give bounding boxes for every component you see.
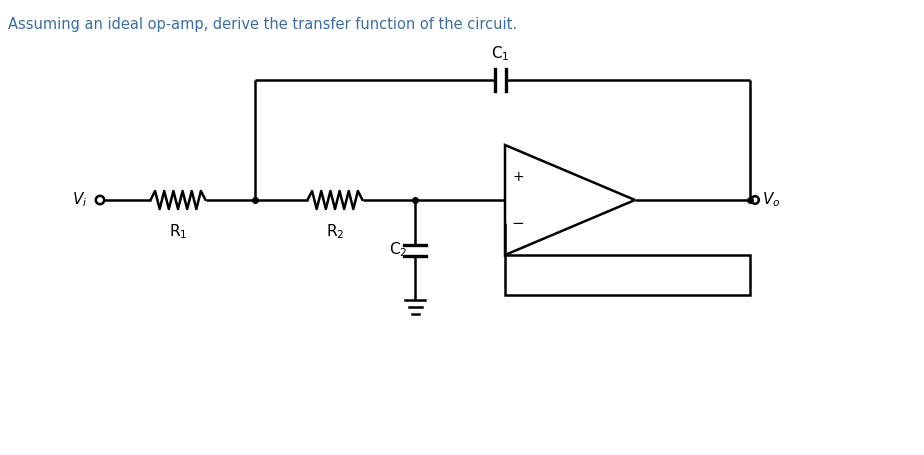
Text: −: − (512, 216, 525, 231)
Text: V$_i$: V$_i$ (71, 191, 87, 209)
Text: +: + (512, 170, 524, 184)
Text: R$_1$: R$_1$ (169, 222, 188, 241)
Text: Assuming an ideal op-amp, derive the transfer function of the circuit.: Assuming an ideal op-amp, derive the tra… (8, 17, 517, 32)
Text: R$_2$: R$_2$ (326, 222, 345, 241)
Text: C$_1$: C$_1$ (491, 44, 509, 63)
Text: V$_o$: V$_o$ (762, 191, 781, 209)
Bar (505, 255, 750, 295)
Text: C$_2$: C$_2$ (388, 241, 407, 259)
